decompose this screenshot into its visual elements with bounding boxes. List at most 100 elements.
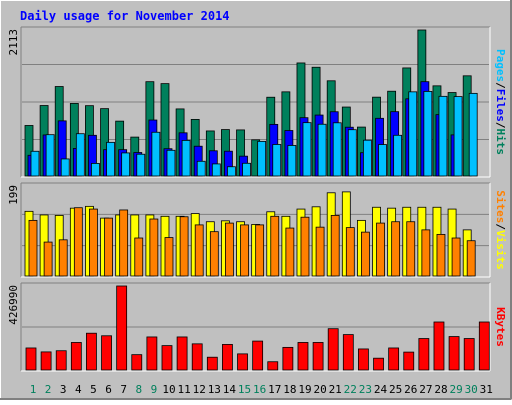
kbytes-bar-day-8	[131, 354, 143, 371]
pages-bar-day-13	[211, 163, 221, 177]
pages-bar-day-19	[302, 122, 312, 177]
sites-bar-day-30	[466, 240, 476, 277]
sites-bar-day-1	[28, 219, 38, 277]
kbytes-bar-day-23	[358, 348, 369, 371]
day-label-23: 23	[359, 383, 372, 396]
files-label: Files	[494, 89, 507, 122]
day-label-1: 1	[30, 383, 37, 396]
day-label-17: 17	[268, 383, 281, 396]
kbytes-bar-day-1	[25, 347, 37, 371]
day-label-15: 15	[238, 383, 251, 396]
chart-title: Daily usage for November 2014	[20, 9, 230, 23]
day-label-8: 8	[135, 383, 142, 396]
day-label-13: 13	[208, 383, 221, 396]
sites-bar-day-25	[391, 221, 401, 277]
visits-label: Visits	[494, 230, 507, 270]
day-label-25: 25	[389, 383, 402, 396]
pages-bar-day-15	[242, 162, 251, 177]
kbytes-bar-day-29	[448, 336, 460, 371]
day-label-9: 9	[151, 383, 158, 396]
pages-bar-day-9	[151, 131, 161, 177]
kbytes-bar-day-14	[222, 344, 233, 371]
kbytes-axis-label: KBytes	[494, 307, 507, 347]
day-label-26: 26	[404, 383, 417, 396]
kbytes-bar-day-18	[282, 346, 294, 371]
sites-bar-day-5	[89, 208, 98, 277]
day-label-11: 11	[177, 383, 190, 396]
kbytes-bar-day-19	[297, 342, 309, 371]
kbytes-panel	[20, 282, 491, 372]
day-label-29: 29	[449, 383, 462, 396]
day-label-4: 4	[75, 383, 82, 396]
sites-bar-day-29	[451, 237, 461, 277]
kbytes-ymax-label: 426990	[7, 285, 20, 325]
day-label-27: 27	[419, 383, 432, 396]
pages-bar-day-12	[196, 160, 206, 177]
pages-bar-day-11	[181, 140, 191, 177]
kbytes-bar-day-26	[403, 351, 415, 371]
kbytes-bar-day-2	[40, 351, 52, 371]
kbytes-bar-day-27	[418, 338, 430, 371]
pages-bar-day-21	[332, 122, 342, 177]
sites-bar-day-3	[58, 239, 68, 277]
day-label-24: 24	[374, 383, 388, 396]
pages-bar-day-23	[363, 139, 372, 177]
pages-bar-day-25	[393, 134, 403, 177]
sites-bar-day-27	[421, 229, 431, 277]
sites-bar-day-9	[149, 218, 159, 277]
kbytes-bar-day-13	[206, 356, 218, 371]
sites-bar-day-19	[300, 216, 310, 277]
sites-bar-day-20	[315, 226, 325, 277]
pages-bar-day-14	[227, 166, 236, 177]
sites-bar-day-7	[119, 209, 129, 277]
sites-bar-day-8	[134, 237, 144, 277]
day-label-22: 22	[344, 383, 357, 396]
day-label-7: 7	[120, 383, 127, 396]
day-label-12: 12	[193, 383, 206, 396]
day-label-19: 19	[298, 383, 311, 396]
kbytes-bar-day-31	[478, 321, 490, 371]
day-label-6: 6	[105, 383, 112, 396]
kbytes-bar-day-15	[237, 353, 248, 371]
sites-bar-day-21	[330, 214, 340, 277]
sites-bar-day-16	[255, 224, 265, 277]
pages-bar-day-7	[121, 152, 131, 177]
hits-panel	[20, 26, 491, 178]
kbytes-bar-day-11	[176, 336, 188, 371]
pages-bar-day-8	[136, 153, 146, 177]
sites-bar-day-23	[361, 231, 370, 277]
kbytes-bar-day-25	[388, 347, 400, 371]
day-label-3: 3	[60, 383, 67, 396]
day-axis: 1 2 3 4 5 6 7 8 9 10 11 12 13 14 15 16 17 18 19 20 21 22 23 24 2…	[30, 383, 493, 396]
kbytes-bar-day-24	[373, 357, 384, 371]
kbytes-bar-day-12	[191, 343, 203, 371]
pages-bar-day-18	[287, 145, 297, 177]
sites-bar-day-26	[406, 221, 416, 277]
pages-bar-day-16	[257, 140, 267, 177]
pages-bar-day-24	[378, 144, 387, 177]
day-label-31: 31	[480, 383, 493, 396]
hits-ymax-label: 2113	[7, 29, 20, 56]
day-label-2: 2	[45, 383, 52, 396]
pages-bar-day-27	[423, 91, 433, 177]
pages-bar-day-5	[91, 163, 100, 177]
day-label-5: 5	[90, 383, 97, 396]
visits-panel	[20, 182, 491, 278]
sites-bar-day-28	[436, 233, 446, 277]
sites-bar-day-22	[345, 227, 355, 277]
kbytes-bar-day-17	[267, 361, 279, 371]
kbytes-bar-day-22	[342, 334, 354, 371]
sites-bar-day-2	[43, 241, 53, 277]
kbytes-bar-day-10	[161, 345, 173, 371]
sites-bar-day-13	[209, 231, 219, 277]
kbytes-bar-day-4	[70, 342, 82, 371]
visits-ymax-label: 199	[7, 185, 20, 205]
day-label-30: 30	[465, 383, 478, 396]
kbytes-bar-day-21	[327, 328, 339, 371]
sites-bar-day-17	[270, 215, 280, 277]
pages-bar-day-1	[30, 150, 40, 177]
day-label-16: 16	[253, 383, 266, 396]
sites-bar-day-6	[104, 217, 113, 277]
day-label-20: 20	[313, 383, 326, 396]
